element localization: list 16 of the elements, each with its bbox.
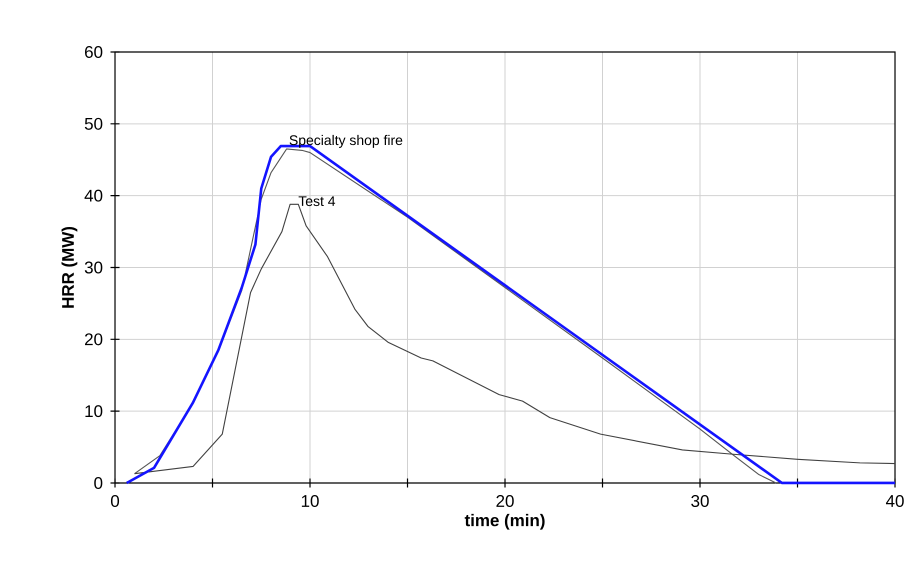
- series-label: Specialty shop fire: [290, 134, 402, 148]
- x-tick-label: 30: [691, 495, 709, 508]
- y-tick-label: 20: [85, 333, 102, 346]
- x-tick-label: 40: [886, 495, 904, 508]
- y-axis-title: HRR (MW): [62, 226, 78, 308]
- y-tick-label: 10: [85, 405, 102, 418]
- x-tick-label: 10: [302, 495, 319, 508]
- series-label: Test 4: [298, 196, 336, 206]
- y-tick-label: 30: [84, 261, 102, 274]
- x-tick-label: 20: [496, 495, 514, 508]
- y-tick-label: 0: [94, 476, 102, 489]
- y-tick-label: 50: [84, 118, 102, 130]
- x-axis-title: time (min): [464, 514, 545, 530]
- y-tick-label: 40: [84, 190, 102, 202]
- y-tick-label: 60: [85, 46, 102, 58]
- x-tick-label: 0: [110, 495, 120, 508]
